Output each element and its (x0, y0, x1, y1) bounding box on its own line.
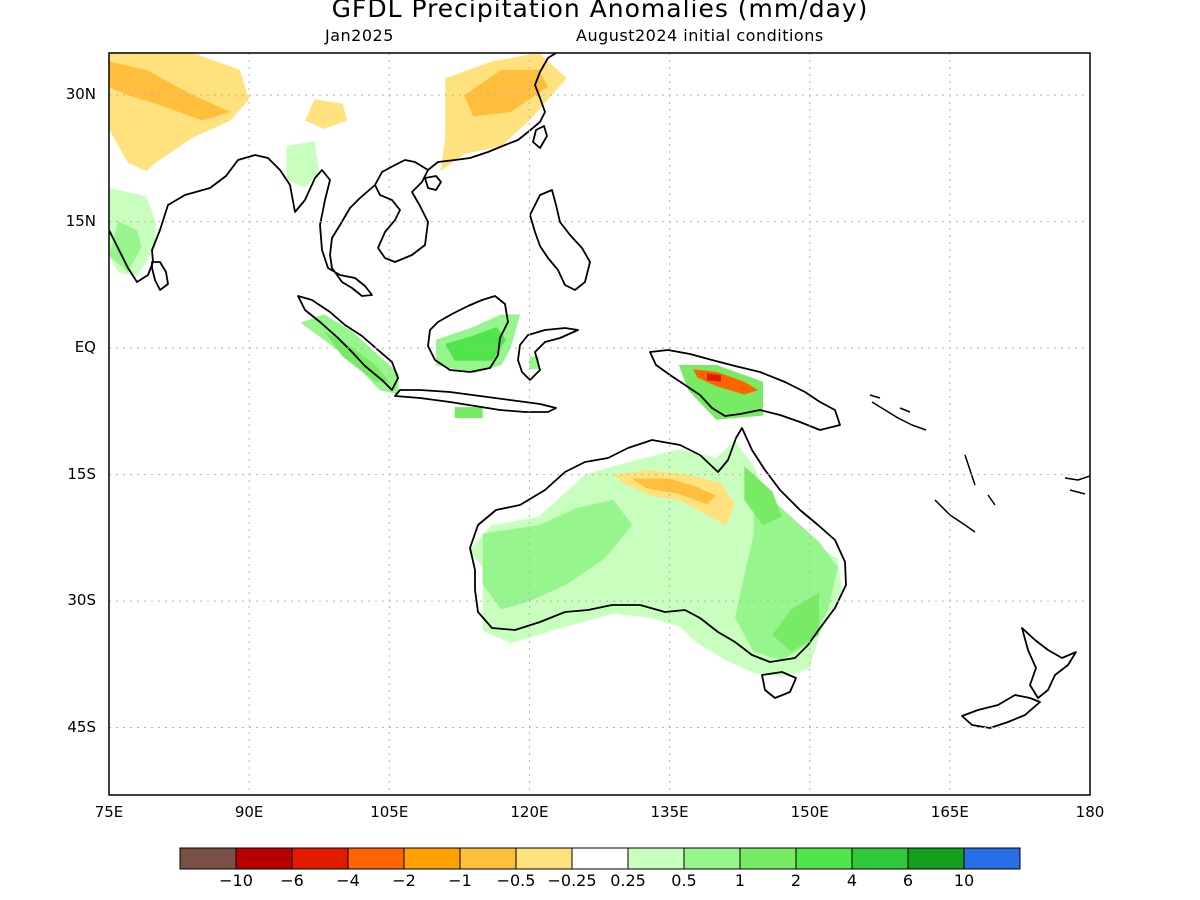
colorbar-label: 0.25 (610, 871, 646, 890)
coast-new-guinea (649, 349, 841, 431)
coast-australia (469, 427, 847, 663)
anomaly-india-south-wet-core (109, 221, 142, 273)
lon-tick-label: 150E (790, 803, 829, 821)
anomaly-myanmar-dry (305, 99, 348, 129)
coast-borneo (427, 295, 509, 373)
forecast-month: Jan2025 (325, 26, 394, 45)
coast-fiji (1064, 475, 1090, 495)
colorbar-swatch (627, 847, 685, 870)
colorbar-label: −1 (448, 871, 472, 890)
coast-taiwan (532, 125, 548, 149)
colorbar-swatch (851, 847, 909, 870)
lat-tick-label: 15N (65, 211, 96, 230)
lon-tick-label: 75E (94, 803, 124, 821)
anomaly-java-wet (454, 407, 483, 419)
graticule (109, 53, 1090, 795)
colorbar-swatch (347, 847, 405, 870)
colorbar-swatch (179, 847, 237, 870)
lat-tick-label: 45S (67, 717, 96, 736)
colorbar-label: −2 (392, 871, 416, 890)
lon-tick-label: 105E (370, 803, 409, 821)
colorbar-label: −4 (336, 871, 360, 890)
colorbar (179, 847, 1021, 870)
lon-tick-label: 135E (650, 803, 689, 821)
coast-tasmania (761, 671, 797, 699)
map-title: GFDL Precipitation Anomalies (mm/day) (331, 0, 869, 23)
colorbar-label: −6 (280, 871, 304, 890)
lon-tick-label: 120E (510, 803, 549, 821)
anomaly-south-china-dry-core (464, 69, 549, 117)
colorbar-label: −0.25 (547, 871, 597, 890)
coast-new-zealand-north (1021, 627, 1077, 699)
lat-tick-label: 15S (67, 464, 96, 483)
colorbar-label: 10 (953, 871, 975, 890)
colorbar-swatch (403, 847, 461, 870)
lat-tick-label: 30N (65, 85, 96, 104)
coast-java (394, 389, 557, 413)
lat-tick-label: 30S (67, 591, 96, 610)
anomaly-new-guinea-dry-core (706, 373, 721, 382)
coast-sulawesi (517, 327, 579, 381)
colorbar-swatch (291, 847, 349, 870)
colorbar-label: 6 (902, 871, 914, 890)
colorbar-label: −10 (219, 871, 253, 890)
anomaly-himalaya-dry-core (109, 61, 231, 121)
lon-tick-label: 180 (1075, 803, 1105, 821)
colorbar-swatch (795, 847, 853, 870)
colorbar-swatch (963, 847, 1021, 870)
coast-asia (109, 53, 557, 297)
map-frame (108, 52, 1091, 796)
coast-vanuatu-new-caledonia (934, 454, 996, 533)
colorbar-label: 0.5 (671, 871, 697, 890)
coastlines (109, 53, 1090, 729)
colorbar-label: 4 (846, 871, 858, 890)
anomaly-new-guinea-wet (678, 365, 763, 420)
colorbar-swatch (907, 847, 965, 870)
colorbar-swatch (235, 847, 293, 870)
lon-tick-label: 165E (930, 803, 969, 821)
coast-new-zealand-south (961, 694, 1041, 729)
lon-tick-label: 90E (234, 803, 264, 821)
anomaly-myanmar-wet (286, 141, 320, 188)
colorbar-label: −0.5 (496, 871, 536, 890)
lat-tick-label: EQ (74, 338, 96, 357)
colorbar-label: 1 (734, 871, 746, 890)
colorbar-swatch (683, 847, 741, 870)
coast-solomon-islands (869, 394, 927, 431)
colorbar-swatch (459, 847, 517, 870)
coast-sri-lanka (151, 261, 169, 291)
initial-conditions: August2024 initial conditions (576, 26, 824, 45)
colorbar-swatch (571, 847, 629, 870)
colorbar-swatch (739, 847, 797, 870)
anomaly-australia-dry-north-core (632, 478, 717, 505)
coast-philippines (529, 189, 591, 291)
anomaly-borneo-wet-core (445, 327, 507, 361)
colorbar-label: 2 (790, 871, 802, 890)
anomaly-australia-wet-qld-core (744, 466, 782, 526)
coast-sumatra (297, 295, 399, 391)
coast-hainan (424, 175, 442, 191)
anomaly-australia-wet-west (482, 499, 633, 610)
colorbar-swatch (515, 847, 573, 870)
anomaly-australia-wet-south-core (772, 592, 820, 652)
